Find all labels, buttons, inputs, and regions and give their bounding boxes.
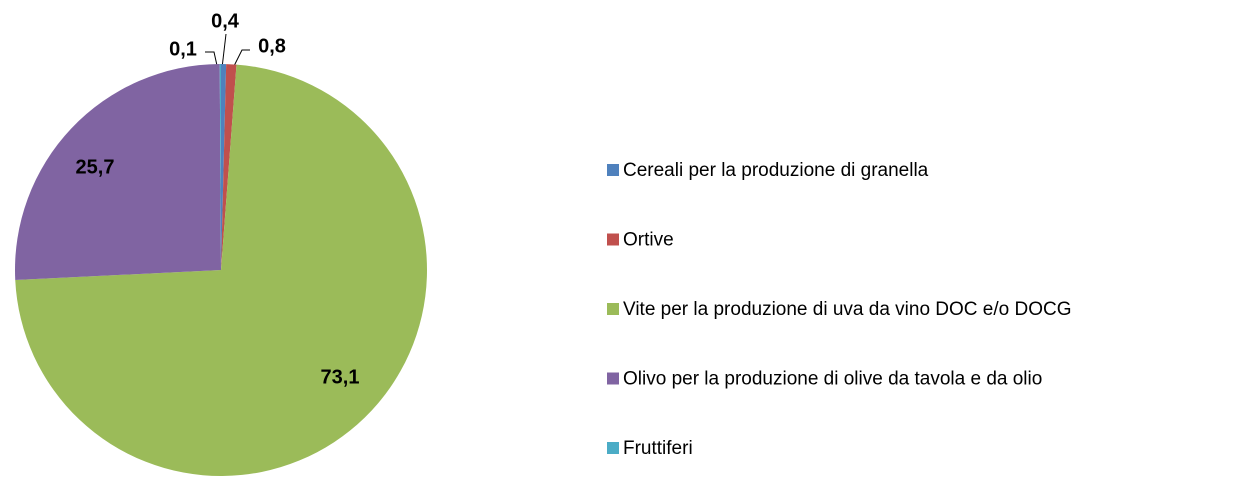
pie-slice	[15, 64, 428, 476]
data-label: 0,4	[211, 10, 240, 32]
legend-swatch	[607, 442, 619, 454]
leader-lines	[205, 33, 250, 71]
data-label: 0,8	[258, 35, 286, 57]
legend-swatch	[607, 233, 619, 246]
legend-swatch	[607, 164, 619, 176]
pie-slice	[221, 64, 227, 270]
leader-line	[205, 51, 219, 71]
leader-line	[221, 33, 227, 69]
leader-line	[231, 49, 250, 71]
pie-slice	[221, 64, 237, 270]
legend-swatch	[607, 303, 619, 315]
legend-label: Cereali per la produzione di granella	[623, 160, 929, 181]
pie-slice	[14, 64, 221, 281]
legend-label: Olivo per la produzione di olive da tavo…	[623, 369, 1042, 390]
data-label: 73,1	[321, 366, 360, 388]
legend-label: Vite per la produzione di uva da vino DO…	[623, 299, 1072, 320]
pie-slice	[219, 64, 221, 270]
legend-label: Fruttiferi	[623, 438, 693, 459]
legend-swatch	[607, 372, 619, 385]
data-label: 0,1	[169, 38, 197, 60]
legend-label: Ortive	[623, 230, 674, 251]
data-label: 25,7	[76, 156, 115, 178]
